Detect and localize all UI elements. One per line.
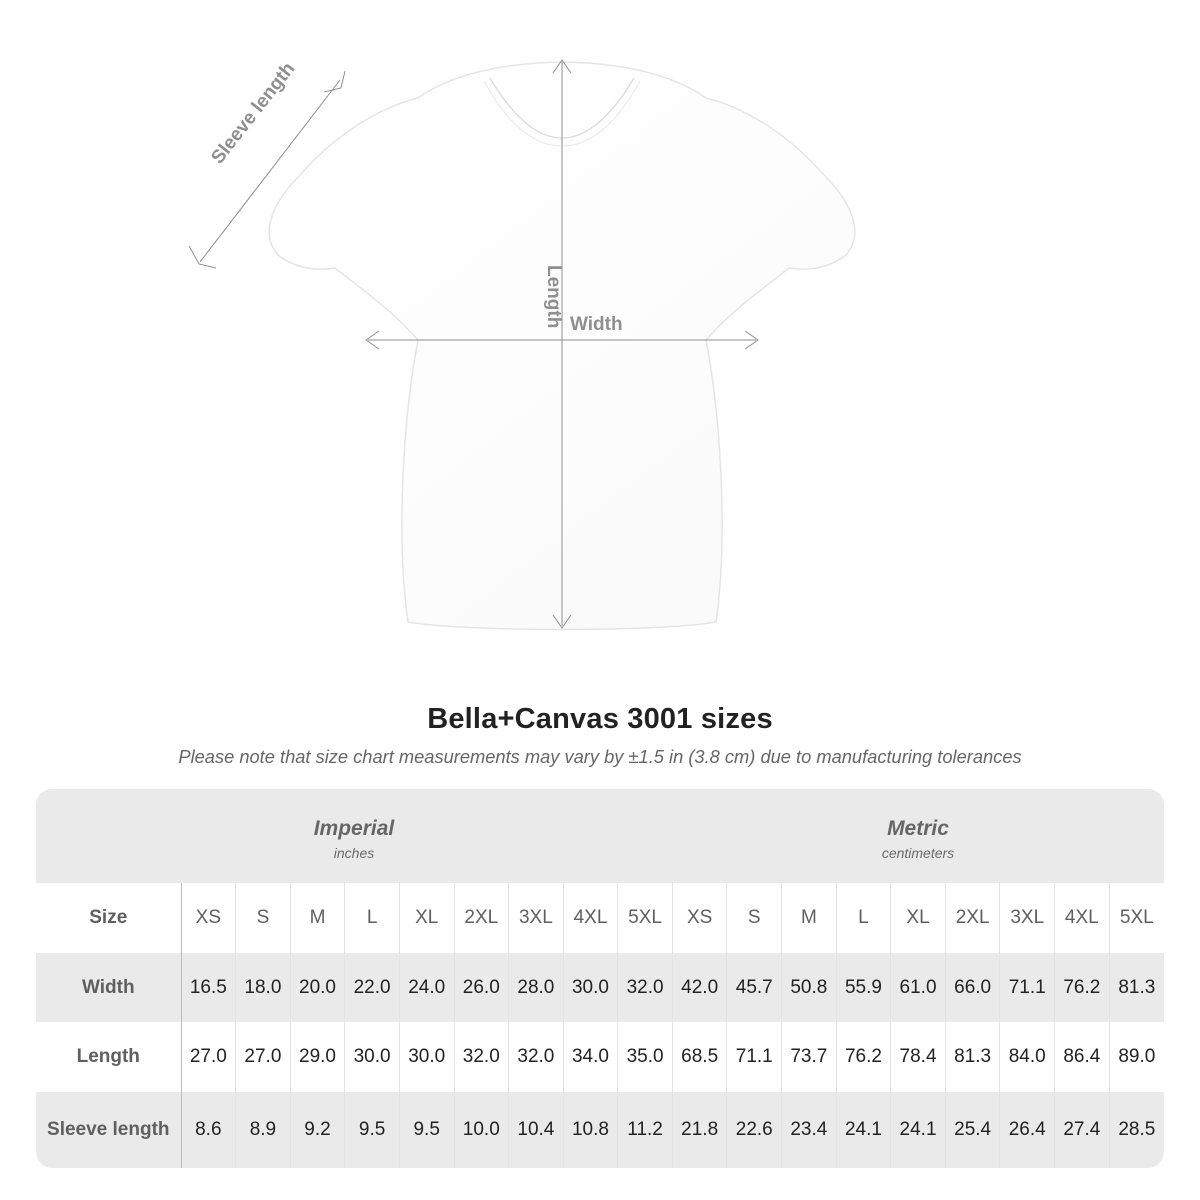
- svg-text:Length: Length: [543, 265, 564, 328]
- svg-text:Width: Width: [570, 314, 623, 335]
- svg-text:Sleeve length: Sleeve length: [207, 59, 299, 168]
